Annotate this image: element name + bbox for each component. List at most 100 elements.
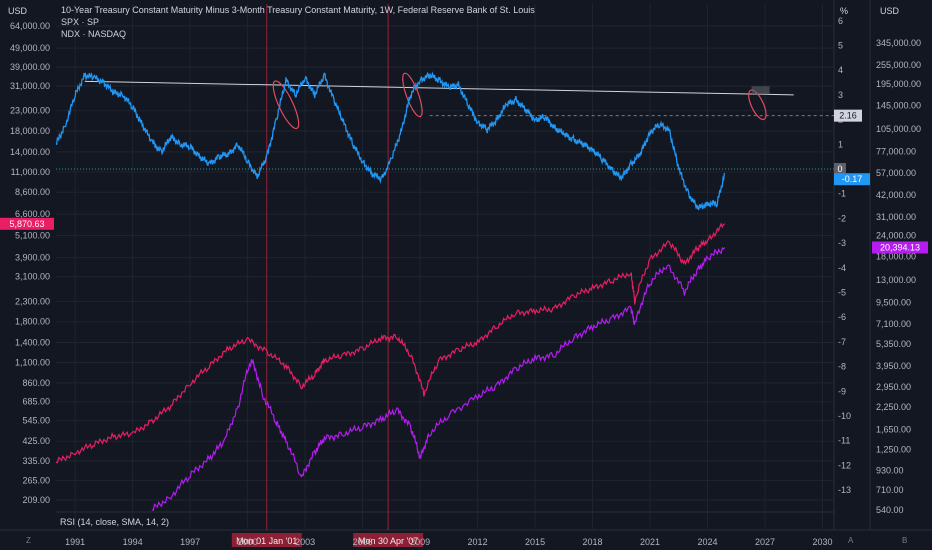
axes: 64,000.00 49,000.00 39,000.00 31,000.00 23,0…	[0, 16, 928, 547]
level-value: 2.16	[839, 111, 857, 121]
level-badge	[834, 109, 862, 122]
x-axis-tick: 2012	[468, 537, 488, 547]
x-axis-tick: 2024	[698, 537, 718, 547]
right-axis-tick: 31,000.00	[876, 212, 916, 222]
series-title-spread[interactable]: 10-Year Treasury Constant Maturity Minus…	[61, 5, 535, 15]
x-axis-tick: 1991	[65, 537, 85, 547]
x-axis-tick: 2006	[353, 537, 373, 547]
ndx-last-badge	[872, 241, 928, 254]
right-axis-tick: 42,000.00	[876, 190, 916, 200]
left-axis-tick: 5,100.00	[15, 230, 50, 240]
spx-last-value: 5,870.63	[9, 219, 44, 229]
left-axis-tick: 11,000.00	[11, 167, 50, 177]
series-title-spx[interactable]: SPX · SP	[61, 17, 100, 27]
left-axis-tick: 860.00	[22, 378, 50, 388]
rsi-indicator-label[interactable]: RSI (14, close, SMA, 14, 2)	[60, 517, 170, 527]
left-axis-tick: 265.00	[22, 475, 50, 485]
left-axis-tick: 39,000.00	[10, 62, 50, 72]
x-axis-tick: 2018	[583, 537, 603, 547]
left-axis-tick: 1,800.00	[15, 317, 50, 327]
left-axis-tick: 14,000.00	[10, 147, 50, 157]
left-axis-tick: 3,100.00	[15, 272, 50, 282]
left-axis-tick: 64,000.00	[10, 21, 50, 31]
x-axis-tick: 1994	[123, 537, 143, 547]
right-axis-tick: 24,000.00	[876, 231, 916, 241]
left-axis-tick: 209.00	[22, 495, 50, 505]
right-axis-tick: 710.00	[876, 485, 904, 495]
spread-line	[55, 71, 726, 211]
mid-axis-unit[interactable]: %	[840, 6, 849, 16]
x-axis-tick: 1997	[180, 537, 200, 547]
left-axis-tick: 18,000.00	[10, 126, 50, 136]
mid-axis-tick: -7	[838, 337, 846, 347]
chart-legend: 10-Year Treasury Constant Maturity Minus…	[61, 4, 535, 40]
event-date-badge	[231, 533, 302, 547]
zero-badge	[834, 163, 846, 175]
x-axis-tick: 2021	[640, 537, 660, 547]
right-axis-tick: 145,000.00	[876, 101, 921, 111]
left-axis-tick: 335.00	[22, 456, 50, 466]
right-axis-tick: 2,250.00	[876, 402, 911, 412]
left-axis-tick: 3,900.00	[15, 253, 50, 263]
right-axis-tick: 3,950.00	[876, 361, 911, 371]
mid-axis-tick: -11	[838, 436, 850, 446]
right-axis-tick: 255,000.00	[876, 60, 921, 70]
mid-axis-tick: 5	[838, 41, 843, 51]
right-axis-unit[interactable]: USD	[880, 6, 900, 16]
left-axis-unit[interactable]: USD	[8, 6, 28, 16]
right-axis-tick: 345,000.00	[876, 38, 921, 48]
timezone-toggle[interactable]: Z	[26, 536, 31, 545]
highlight-ellipse	[748, 89, 767, 121]
mid-axis-tick: 6	[838, 16, 843, 26]
projection-box	[751, 86, 770, 95]
x-axis-tick: 2030	[812, 537, 832, 547]
right-axis-tick: 1,650.00	[876, 424, 911, 434]
mid-axis-tick: 4	[838, 65, 843, 75]
auto-scale-toggle[interactable]: A	[848, 536, 854, 545]
left-axis-tick: 2,300.00	[15, 296, 50, 306]
left-axis-tick: 8,600.00	[15, 187, 50, 197]
left-axis-tick: 1,400.00	[15, 338, 50, 348]
right-axis-tick: 13,000.00	[876, 275, 916, 285]
left-axis-tick: 31,000.00	[10, 81, 50, 91]
left-axis-tick: 545.00	[22, 416, 50, 426]
left-axis-tick: 49,000.00	[10, 43, 50, 53]
x-axis-tick: 2027	[755, 537, 775, 547]
zero-value: 0	[837, 164, 842, 174]
right-axis-tick: 77,000.00	[876, 146, 916, 156]
right-axis-tick: 18,000.00	[876, 251, 916, 261]
spx-last-badge	[0, 217, 54, 230]
event-date-label: Mon 30 Apr '07	[358, 536, 418, 546]
mid-axis-tick: -10	[838, 411, 851, 421]
highlight-ellipse	[402, 72, 423, 118]
mid-axis-tick: -8	[838, 362, 846, 372]
spread-last-value: -0.17	[842, 174, 863, 184]
right-scale-toggle[interactable]: B	[902, 536, 908, 545]
x-axis-tick: 2000	[238, 537, 258, 547]
mid-axis-tick: -6	[838, 312, 846, 322]
right-axis-tick: 1,250.00	[876, 444, 911, 454]
right-axis-tick: 57,000.00	[876, 168, 916, 178]
right-axis-tick: 5,350.00	[876, 339, 911, 349]
spread-last-badge	[834, 173, 870, 186]
left-axis-tick: 1,100.00	[15, 357, 50, 367]
mid-axis-tick: 3	[838, 90, 843, 100]
right-axis-tick: 540.00	[876, 505, 904, 515]
event-date-label: Mon 01 Jan '01	[236, 536, 297, 546]
right-axis-tick: 2,950.00	[876, 382, 911, 392]
series-title-ndx[interactable]: NDX · NASDAQ	[61, 29, 127, 39]
right-axis-tick: 7,100.00	[876, 319, 911, 329]
left-axis-tick: 685.00	[22, 397, 50, 407]
mid-axis-tick: -5	[838, 288, 846, 298]
event-date-badge	[353, 533, 424, 547]
right-axis-tick: 195,000.00	[876, 79, 921, 89]
left-axis-tick: 23,000.00	[10, 106, 50, 116]
mid-axis-tick: 1	[838, 139, 843, 149]
right-axis-tick: 9,500.00	[876, 298, 911, 308]
mid-axis-tick: -13	[838, 485, 851, 495]
mid-axis-tick: -12	[838, 460, 851, 470]
ndx-line	[151, 246, 726, 512]
